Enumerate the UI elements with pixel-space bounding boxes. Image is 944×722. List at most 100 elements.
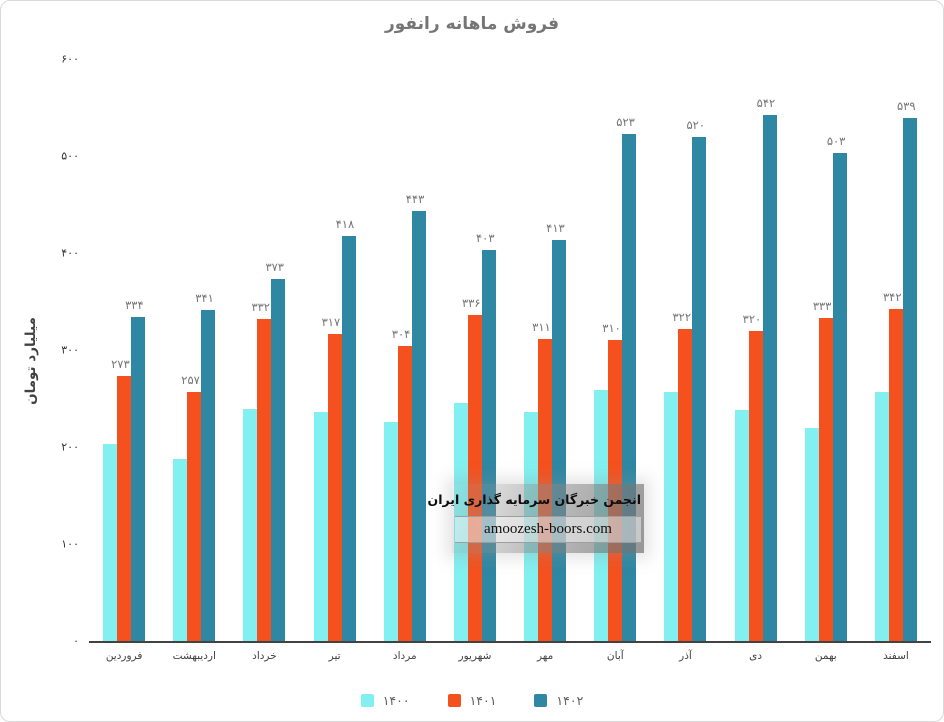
bar-value-label: ۳۳۶: [461, 296, 481, 311]
bar-value-label: ۴۱۸: [335, 216, 355, 231]
bar-value-label: ۲۷۳: [111, 357, 130, 372]
bar-value-label: ۳۱۰: [602, 321, 621, 336]
bar-group: ۳۱۱ ۴۱۳: [510, 59, 580, 641]
bar-group: ۳۴۲ ۵۳۹: [861, 59, 931, 641]
y-axis-tick: ۳۰۰: [61, 343, 79, 357]
bar-value-label: ۵۰۳: [826, 134, 846, 149]
x-axis-label: مهر: [536, 650, 554, 662]
x-axis-line: [89, 641, 931, 643]
bar-۱۴۰۰: [804, 427, 819, 641]
y-axis-title: میلیارد تومان: [23, 317, 39, 405]
bar-value-label: ۳۲۰: [742, 311, 762, 326]
x-axis-label: بهمن: [814, 650, 837, 662]
legend: ۱۴۰۰ ۱۴۰۱ ۱۴۰۲: [1, 693, 943, 708]
bar-۱۴۰۲: ۵۰۳: [827, 134, 847, 641]
y-axis-tick: ۴۰۰: [61, 246, 79, 260]
bar-۱۴۰۲: ۴۱۳: [546, 221, 567, 641]
y-axis-tick: ۶۰۰: [61, 52, 79, 66]
bar-۱۴۰۰: [734, 410, 749, 641]
y-axis-tick: ۵۰۰: [61, 149, 79, 163]
legend-label: ۱۴۰۲: [556, 693, 584, 708]
x-axis-label: مرداد: [392, 650, 417, 662]
bar-group: ۳۱۷ ۴۱۸: [300, 59, 370, 641]
bar-value-label: ۳۷۳: [265, 260, 284, 275]
x-axis-label: دی: [749, 650, 763, 662]
plot-area: ۲۷۳ ۳۳۴ ۲۵۷ ۳۴۱ ۳۳۲ ۳۷۳ ۳۱۷ ۴۱۸ ۳۰۴ ۴۴۳ ۳۳۶ ۴۰۳ ۳۱۱ ۴…: [61, 53, 931, 662]
chart-title: فروش ماهانه رانفور: [384, 14, 560, 34]
bar-value-label: ۴۴۳: [405, 192, 425, 207]
bar-۱۴۰۰: [313, 412, 328, 641]
x-axis-label: آبان: [606, 650, 624, 662]
bar-۱۴۰۱: ۳۰۴: [392, 327, 412, 641]
y-axis-tick: ۲۰۰: [61, 440, 79, 454]
bar-۱۴۰۰: [664, 391, 679, 641]
bar-۱۴۰۱: ۳۳۳: [813, 299, 833, 641]
bar-group: ۳۲۰ ۵۴۲: [721, 59, 791, 641]
bar-۱۴۰۰: [243, 409, 258, 641]
bar-value-label: ۳۳۲: [251, 299, 270, 314]
x-axis-label: تیر: [328, 650, 341, 662]
x-axis-label: اسفند: [883, 650, 909, 662]
y-axis-tick: ۱۰۰: [61, 537, 79, 551]
bar-value-label: ۳۳۳: [812, 299, 832, 313]
bar-۱۴۰۰: [103, 444, 118, 641]
legend-label: ۱۴۰۱: [469, 693, 497, 708]
legend-swatch: [447, 694, 461, 707]
bar-۱۴۰۲: ۴۴۳: [406, 192, 426, 641]
bar-group: ۲۵۷ ۳۴۱: [159, 59, 229, 641]
bar-۱۴۰۲: ۴۱۸: [336, 217, 356, 641]
bar-value-label: ۵۲۳: [616, 114, 635, 129]
watermark-text: انجمن خبرگان سرمایه گذاری ایران: [427, 492, 641, 507]
bar-۱۴۰۲: ۵۲۳: [616, 115, 637, 641]
legend-swatch: [534, 694, 548, 707]
bar-group: ۳۰۴ ۴۴۳: [370, 59, 440, 641]
bar-value-label: ۳۱۷: [321, 314, 341, 329]
y-axis-tick: ۰: [73, 634, 79, 648]
legend-item: ۱۴۰۲: [534, 693, 583, 708]
x-axis-labels: فروردین اردیبهشت خرداد تیر مرداد شهریور مهر آبا…: [89, 650, 931, 662]
bar-۱۴۰۰: [874, 391, 889, 641]
bar-group: ۳۲۲ ۵۲۰: [650, 59, 720, 641]
watermark: انجمن خبرگان سرمایه گذاری ایران amoozesh…: [427, 484, 644, 553]
bar-group: ۲۷۳ ۳۳۴: [89, 59, 159, 641]
bar-۱۴۰۲: ۵۲۰: [686, 118, 707, 641]
bar-group: ۳۳۳ ۵۰۳: [791, 59, 861, 641]
bar-value-label: ۳۴۱: [195, 291, 214, 306]
bar-value-label: ۳۲۲: [672, 309, 692, 324]
bar-۱۴۰۱: ۳۳۲: [251, 300, 272, 641]
legend-swatch: [360, 694, 374, 707]
watermark-url: amoozesh-boors.com: [455, 516, 641, 543]
x-axis-label: خرداد: [252, 650, 277, 662]
x-axis-label: شهریور: [458, 650, 492, 662]
bar-۱۴۰۱: ۳۴۲: [883, 290, 903, 641]
x-axis-label: آذر: [679, 650, 692, 662]
bar-۱۴۰۲: ۳۷۳: [265, 260, 286, 641]
bar-groups: ۲۷۳ ۳۳۴ ۲۵۷ ۳۴۱ ۳۳۲ ۳۷۳ ۳۱۷ ۴۱۸ ۳۰۴ ۴۴۳ ۳۳۶ ۴۰۳ ۳۱۱ ۴…: [89, 59, 931, 641]
bar-۱۴۰۰: [173, 458, 188, 641]
legend-item: ۱۴۰۱: [447, 693, 497, 708]
bar-value-label: ۲۵۷: [181, 372, 200, 387]
bar-۱۴۰۱: ۳۲۰: [743, 312, 763, 641]
bar-value-label: ۵۴۲: [756, 96, 776, 111]
bar-value-label: ۴۰۳: [475, 231, 495, 246]
x-axis-label: فروردین: [105, 650, 143, 662]
bar-۱۴۰۱: ۳۳۶: [462, 296, 482, 641]
bar-group: ۳۳۶ ۴۰۳: [440, 59, 510, 641]
bar-value-label: ۳۳۴: [125, 298, 144, 313]
bar-group: ۳۳۲ ۳۷۳: [229, 59, 299, 641]
bar-۱۴۰۱: ۲۵۷: [181, 373, 202, 641]
bar-۱۴۰۲: ۴۰۳: [476, 231, 496, 641]
bar-value-label: ۵۲۰: [686, 117, 706, 132]
bar-۱۴۰۲: ۵۴۲: [757, 96, 777, 641]
bar-value-label: ۵۳۹: [896, 99, 916, 114]
bar-value-label: ۳۴۲: [882, 290, 902, 305]
bar-۱۴۰۱: ۳۱۷: [322, 315, 342, 641]
bar-۱۴۰۱: ۲۷۳: [111, 357, 132, 641]
bar-۱۴۰۲: ۳۳۴: [125, 298, 146, 641]
bar-۱۴۰۰: [383, 421, 398, 641]
x-axis-label: اردیبهشت: [172, 650, 216, 662]
bar-۱۴۰۲: ۵۳۹: [897, 99, 917, 641]
bar-group: ۳۱۰ ۵۲۳: [580, 59, 650, 641]
bar-value-label: ۴۱۳: [546, 221, 565, 236]
